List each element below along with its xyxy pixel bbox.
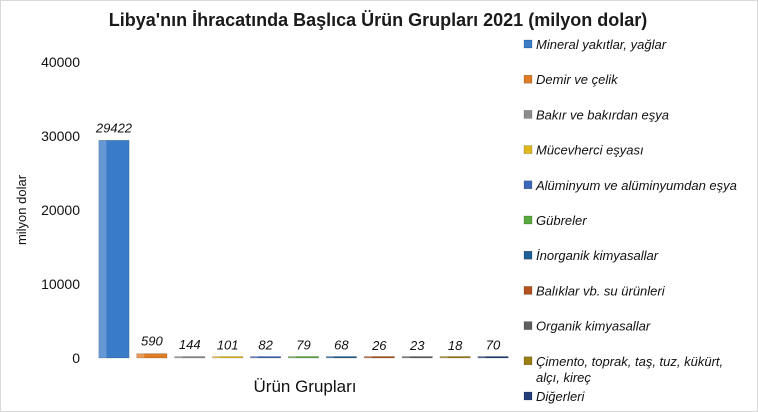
legend-swatch — [523, 74, 533, 84]
y-tick-label: 30000 — [41, 128, 80, 144]
legend-label: Mücevherci eşyası — [536, 143, 644, 158]
y-tick-label: 40000 — [41, 54, 80, 70]
bar — [363, 356, 395, 359]
legend-label: alçı, kireç — [536, 370, 591, 385]
bar-highlight — [402, 356, 410, 358]
bar — [250, 356, 282, 359]
legend-swatch — [523, 145, 533, 154]
data-label: 26 — [371, 338, 387, 353]
legend-swatch — [523, 321, 533, 330]
data-label: 101 — [217, 337, 239, 352]
bar-highlight — [439, 356, 448, 358]
y-axis-label: milyon dolar — [14, 174, 29, 245]
data-label: 144 — [179, 337, 201, 352]
chart-title: Libya'nın İhracatında Başlıca Ürün Grupl… — [109, 10, 647, 30]
data-label: 590 — [141, 334, 163, 349]
data-label: 79 — [296, 337, 310, 352]
legend-swatch — [523, 215, 533, 225]
bar-highlight — [477, 356, 486, 358]
legend-label: Çimento, toprak, taş, tuz, kükürt, — [536, 354, 723, 369]
data-label: 23 — [409, 338, 425, 353]
y-tick-label: 10000 — [41, 276, 80, 292]
legend-swatch — [523, 391, 533, 401]
legend-swatch — [523, 39, 533, 49]
y-tick-label: 0 — [72, 350, 80, 366]
bar-highlight — [98, 140, 107, 358]
legend-swatch — [523, 110, 533, 119]
bar — [288, 356, 319, 359]
legend-label: Alüminyum ve alüminyumdan eşya — [535, 178, 737, 193]
legend-swatch — [523, 286, 533, 295]
data-label: 18 — [448, 338, 463, 353]
legend-label: Diğerleri — [536, 389, 586, 404]
bar-highlight — [212, 356, 221, 358]
bar — [212, 356, 244, 359]
data-label: 68 — [334, 337, 349, 352]
bar — [136, 353, 168, 359]
data-label: 82 — [258, 337, 273, 352]
legend-label: Demir ve çelik — [536, 72, 619, 87]
legend: Mineral yakıtlar, yağlar Demir ve çelik Ba… — [523, 37, 737, 404]
data-label: 29422 — [95, 120, 133, 135]
bar-highlight — [250, 356, 259, 358]
legend-label: Mineral yakıtlar, yağlar — [536, 37, 667, 52]
bar — [174, 356, 206, 359]
legend-label: Gübreler — [536, 213, 587, 228]
legend-label: Balıklar vb. su ürünleri — [536, 283, 666, 298]
bar-highlight — [174, 356, 183, 358]
bar — [98, 139, 130, 359]
x-axis-label: Ürün Grupları — [254, 377, 357, 396]
legend-swatch — [523, 250, 533, 260]
bar-highlight — [288, 356, 296, 358]
bar-highlight — [326, 356, 334, 358]
bar-highlight — [364, 356, 372, 358]
bars — [98, 139, 509, 359]
bar-highlight — [136, 353, 145, 358]
y-axis-ticks: 0 10000 20000 30000 40000 — [41, 54, 80, 366]
legend-label: Bakır ve bakırdan eşya — [536, 107, 669, 122]
legend-label: Organik kimyasallar — [536, 319, 651, 334]
legend-swatch — [523, 180, 533, 190]
bar — [439, 356, 471, 359]
data-labels: 29422 590 144 101 82 79 68 26 23 18 70 — [95, 120, 501, 353]
bar — [325, 356, 357, 359]
data-label: 70 — [486, 337, 501, 352]
legend-swatch — [523, 356, 533, 366]
y-tick-label: 20000 — [41, 202, 80, 218]
legend-label: İnorganik kimyasallar — [536, 248, 659, 263]
bar — [401, 356, 433, 359]
bar — [477, 356, 509, 359]
